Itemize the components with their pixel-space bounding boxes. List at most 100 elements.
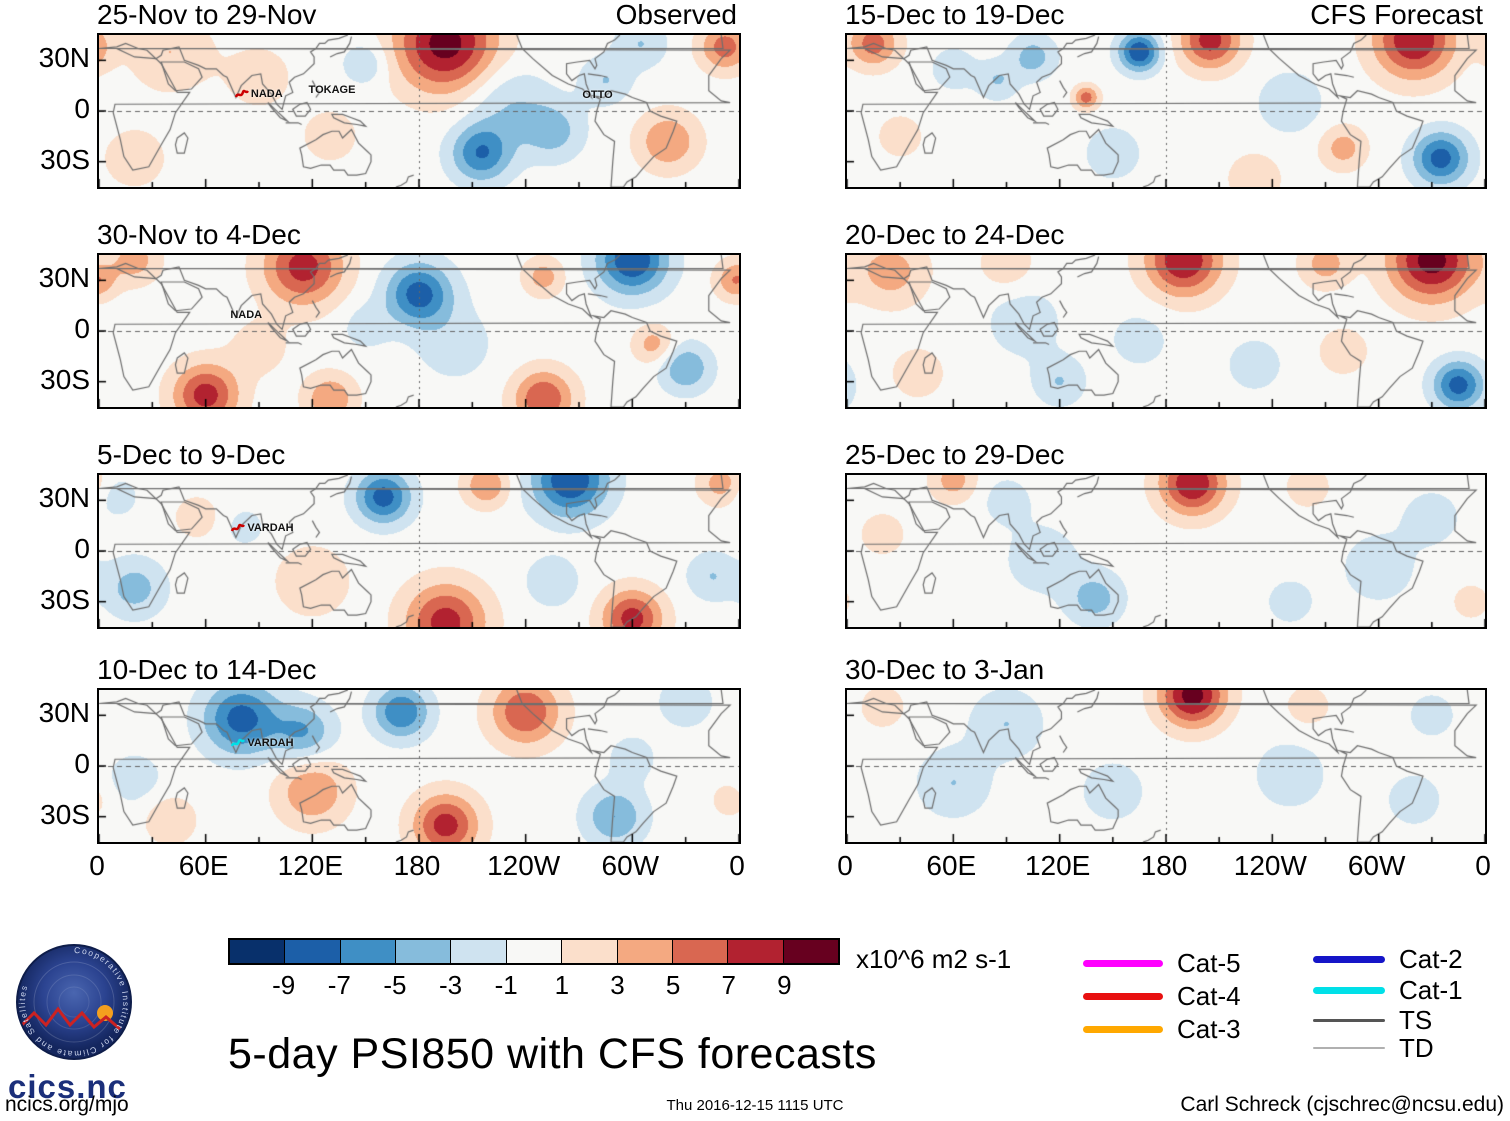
map-canvas (97, 33, 741, 189)
panel-title-text: 10-Dec to 14-Dec (97, 654, 317, 685)
logo-sun-icon (97, 1005, 113, 1021)
y-axis-tick-label: 30N (38, 697, 90, 729)
colorbar-tick-label: -5 (383, 970, 407, 1000)
cics-logo-image: Cooperative Institute for Climate and Sa… (16, 944, 132, 1060)
footer-left-url: ncics.org/mjo (5, 1093, 129, 1116)
colorbar-tick-label: -7 (327, 970, 351, 1000)
map-panel (845, 688, 1487, 844)
colorbar-segment (505, 940, 562, 963)
y-axis-tick-label: 0 (74, 748, 90, 779)
x-axis-tick-label: 120E (1024, 850, 1091, 881)
storm-label: TOKAGE (309, 84, 356, 96)
legend-line-swatch (1083, 992, 1163, 1000)
legend-label: TD (1399, 1032, 1434, 1063)
colorbar-tick-label: 1 (554, 970, 570, 1000)
legend-entry: Cat-1 (1313, 975, 1463, 1005)
storm-label: OTTO (582, 89, 612, 101)
map-canvas (845, 253, 1487, 409)
x-axis-tick-label: 180 (393, 850, 441, 881)
logo-mountains-icon (18, 1006, 121, 1031)
colorbar-tick-label: -3 (438, 970, 463, 1000)
y-axis-tick-label: 30S (40, 583, 90, 615)
x-axis-tick-label: 60E (926, 850, 977, 881)
y-axis-tick-label: 0 (74, 313, 90, 344)
map-canvas (845, 33, 1487, 189)
colorbar-tick-label: -1 (494, 970, 518, 1000)
logo-wordmark: cics.nc (8, 1068, 127, 1105)
y-axis-tick-label: 30N (38, 42, 90, 74)
colorbar-segment (616, 940, 672, 963)
storm-label: VARDAH (230, 736, 294, 750)
storm-name: VARDAH (247, 736, 294, 749)
x-axis-tick-label: 120W (1233, 850, 1307, 881)
x-axis-tick-label: 0 (729, 850, 745, 881)
map-panel (845, 253, 1487, 409)
map-canvas (845, 473, 1487, 629)
legend-line-swatch (1083, 959, 1163, 967)
x-axis-tick-label: 0 (89, 850, 105, 881)
panel-title-text: 5-Dec to 9-Dec (97, 439, 286, 470)
y-axis-tick-label: 30S (40, 143, 90, 175)
legend-label: Cat-4 (1177, 980, 1241, 1011)
y-axis-tick-label: 0 (74, 93, 90, 124)
panel-title-text: 20-Dec to 24-Dec (845, 219, 1065, 250)
storm-track-icon (234, 90, 249, 99)
panel-title: 10-Dec to 14-Dec (97, 655, 737, 685)
panel-title: 15-Dec to 19-Dec CFS Forecast (845, 0, 1483, 30)
footer-credit: Carl Schreck (cjschrec@ncsu.edu) (1180, 1093, 1504, 1116)
colorbar-segment (671, 940, 728, 963)
y-axis-tick-label: 30S (40, 798, 90, 830)
storm-label: NADA (234, 87, 283, 101)
map-panel (845, 33, 1487, 189)
map-canvas (97, 688, 741, 844)
map-panel: NADA (97, 253, 741, 409)
panel-title-text: 15-Dec to 19-Dec (845, 0, 1065, 30)
panel-title: 5-Dec to 9-Dec (97, 440, 737, 470)
map-canvas (97, 473, 741, 629)
x-axis-tick-label: 0 (1475, 850, 1491, 881)
figure-title: 5-day PSI850 with CFS forecasts (228, 1030, 877, 1078)
panel-title: 25-Dec to 29-Dec (845, 440, 1483, 470)
colorbar-tick-label: 5 (665, 970, 681, 1000)
colorbar-segment (450, 940, 506, 963)
panel-title: 20-Dec to 24-Dec (845, 220, 1483, 250)
x-axis-tick-label: 120W (487, 850, 561, 881)
storm-name: TOKAGE (308, 84, 356, 97)
footer-timestamp: Thu 2016-12-15 1115 UTC (666, 1097, 844, 1114)
colorbar-tick-label: 9 (777, 970, 792, 1000)
y-axis-tick-label: 0 (74, 533, 90, 564)
colorbar-segment (561, 940, 617, 963)
storm-label: VARDAH (230, 521, 294, 535)
storm-track-icon (231, 738, 246, 747)
storm-name: OTTO (582, 89, 613, 102)
x-axis-tick-label: 60E (178, 850, 229, 881)
colorbar-tick-label: -9 (272, 970, 296, 1000)
panel-corner-header: CFS Forecast (1310, 0, 1483, 30)
colorbar (228, 938, 840, 965)
map-panel: VARDAH (97, 473, 741, 629)
storm-track-icon (231, 523, 246, 532)
storm-label: NADA (230, 309, 262, 321)
legend-line-swatch (1313, 1018, 1385, 1022)
legend-entry: TS (1313, 1005, 1432, 1035)
y-axis-tick-label: 30S (40, 363, 90, 395)
cics-logo: Cooperative Institute for Climate and Sa… (8, 941, 158, 1106)
x-axis-tick-label: 60W (1347, 850, 1406, 881)
colorbar-segment (727, 940, 783, 963)
panel-title-text: 25-Nov to 29-Nov (97, 0, 317, 30)
panel-title-text: 30-Nov to 4-Dec (97, 219, 301, 250)
legend-label: Cat-3 (1177, 1013, 1241, 1044)
y-axis-tick-label: 30N (38, 262, 90, 294)
map-canvas (845, 688, 1487, 844)
colorbar-segment (339, 940, 396, 963)
y-axis-tick-label: 30N (38, 482, 90, 514)
panel-title: 30-Dec to 3-Jan (845, 655, 1483, 685)
map-panel: NADA TOKAGE OTTO (97, 33, 741, 189)
colorbar-tick-label: 3 (610, 970, 625, 1000)
legend-line-swatch (1313, 1047, 1385, 1049)
panel-title-text: 25-Dec to 29-Dec (845, 439, 1065, 470)
panel-corner-header: Observed (615, 0, 737, 30)
x-axis-tick-label: 120E (277, 850, 344, 881)
legend-entry: Cat-5 (1083, 948, 1241, 978)
